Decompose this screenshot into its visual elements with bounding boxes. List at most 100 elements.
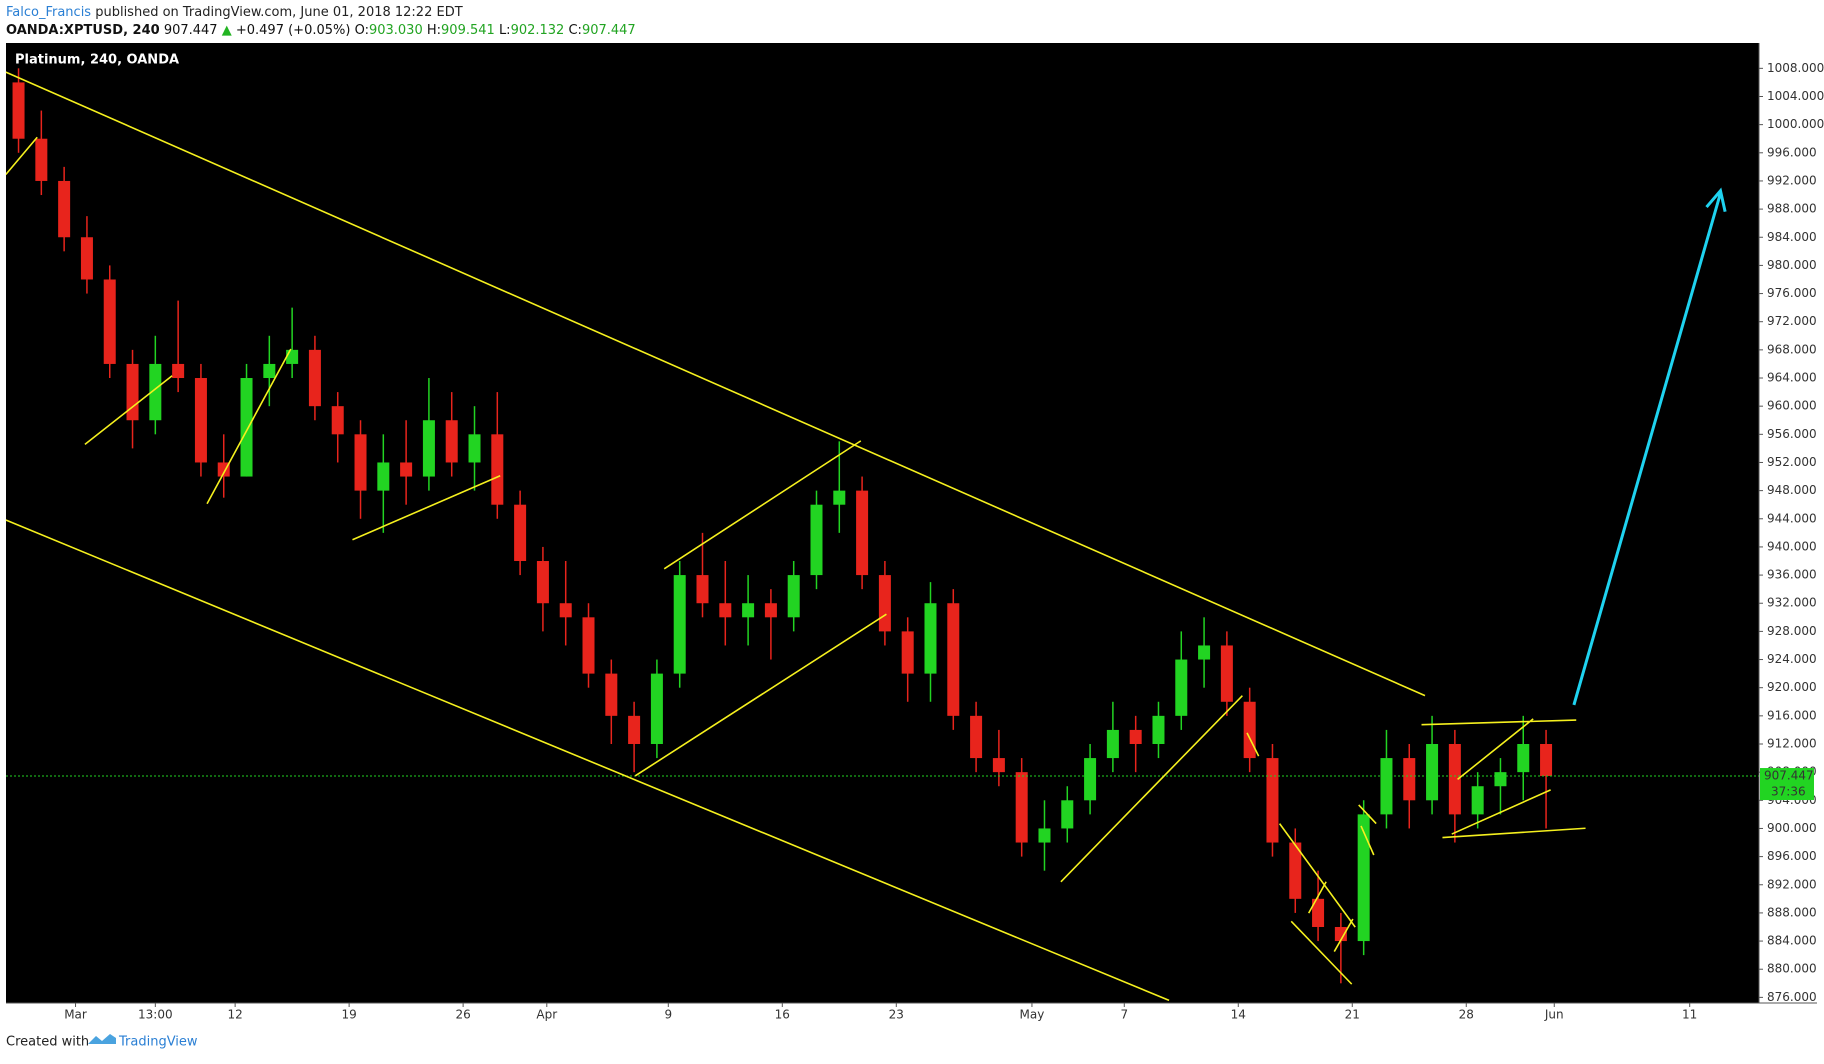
candle-body <box>1380 758 1393 815</box>
candle-body <box>80 237 93 280</box>
x-tick-label: 16 <box>775 1008 790 1022</box>
price: 907.447 <box>164 23 218 38</box>
candle-body <box>1334 926 1347 942</box>
footer-brand[interactable]: TradingView <box>118 1035 198 1050</box>
candle-body <box>1084 758 1097 801</box>
y-tick-label: 972.000 <box>1767 314 1817 328</box>
x-tick-label: 23 <box>889 1008 904 1022</box>
candle-body <box>582 617 595 674</box>
y-tick-label: 944.000 <box>1767 511 1817 525</box>
candle-body <box>445 420 458 463</box>
y-tick-label: 924.000 <box>1767 652 1817 666</box>
y-tick-label: 884.000 <box>1767 934 1817 948</box>
y-tick-label: 940.000 <box>1767 539 1817 553</box>
x-tick-label: 9 <box>664 1008 672 1022</box>
candle-body <box>628 715 641 744</box>
brand-logo <box>88 1034 116 1044</box>
y-tick-label: 952.000 <box>1767 455 1817 469</box>
y-tick-label: 984.000 <box>1767 230 1817 244</box>
y-tick-label: 928.000 <box>1767 624 1817 638</box>
candle-body <box>833 490 846 505</box>
l: 902.132 <box>511 23 565 38</box>
candle-body <box>1289 842 1302 899</box>
candle-body <box>764 603 777 618</box>
candle-body <box>354 434 367 491</box>
candle-body <box>1106 729 1119 759</box>
candle-body <box>240 378 253 477</box>
candle-body <box>172 363 185 379</box>
candle-body <box>1312 898 1325 927</box>
candle-body <box>194 378 207 463</box>
candle-body <box>1243 701 1256 759</box>
y-tick-label: 980.000 <box>1767 258 1817 272</box>
candle-body <box>947 603 960 716</box>
candle-body <box>468 434 481 463</box>
y-tick-label: 956.000 <box>1767 427 1817 441</box>
candle-body <box>308 349 321 407</box>
candle-body <box>1448 743 1461 815</box>
header-line: Falco_Francis published on TradingView.c… <box>6 5 463 20</box>
candle-body <box>149 363 162 421</box>
candle-body <box>970 715 983 759</box>
candle-body <box>878 575 891 632</box>
candle-body <box>1266 758 1279 843</box>
last-price-box <box>1760 768 1814 801</box>
candle-body <box>1403 758 1416 801</box>
candle-body <box>1494 772 1507 787</box>
candle-body <box>422 420 435 477</box>
x-tick-label: 19 <box>341 1008 356 1022</box>
candle-body <box>1015 772 1028 843</box>
y-tick-label: 964.000 <box>1767 371 1817 385</box>
y-tick-label: 948.000 <box>1767 483 1817 497</box>
candle-body <box>1220 645 1233 702</box>
footer-created: Created with <box>6 1035 89 1050</box>
forecast-arrow <box>1574 191 1725 705</box>
candle-body <box>992 758 1005 773</box>
candle-body <box>1061 800 1074 829</box>
x-tick-label: 13:00 <box>138 1008 173 1022</box>
countdown: 37:36 <box>1771 785 1806 799</box>
candle-body <box>35 138 48 181</box>
candle-body <box>1129 729 1142 744</box>
author[interactable]: Falco_Francis <box>6 5 91 20</box>
candle-body <box>1198 645 1211 660</box>
y-tick-label: 896.000 <box>1767 849 1817 863</box>
candle-body <box>263 363 276 379</box>
candle-body <box>12 82 25 139</box>
y-tick-label: 912.000 <box>1767 736 1817 750</box>
o: 903.030 <box>369 23 423 38</box>
candle-body <box>696 575 709 604</box>
candle-body <box>377 462 390 491</box>
y-tick-label: 996.000 <box>1767 145 1817 159</box>
quote-line: OANDA:XPTUSD, 240 907.447 ▲ +0.497 (+0.0… <box>6 23 636 38</box>
change-arrow: ▲ <box>222 23 232 38</box>
y-tick-label: 1008.000 <box>1767 61 1824 75</box>
o-label: O: <box>355 23 369 38</box>
candle-body <box>1517 743 1530 773</box>
y-tick-label: 880.000 <box>1767 962 1817 976</box>
x-tick-label: 26 <box>455 1008 470 1022</box>
candle-body <box>1426 743 1439 801</box>
published: published on TradingView.com, June 01, 2… <box>95 5 462 20</box>
c-label: C: <box>568 23 581 38</box>
candle-body <box>1357 814 1370 942</box>
y-tick-label: 900.000 <box>1767 821 1817 835</box>
x-tick-label: 14 <box>1231 1008 1246 1022</box>
y-tick-label: 1000.000 <box>1767 117 1824 131</box>
drawings <box>6 72 1725 1000</box>
trend-lines <box>6 72 1586 1000</box>
y-tick-label: 936.000 <box>1767 568 1817 582</box>
y-tick-label: 988.000 <box>1767 202 1817 216</box>
h-label: H: <box>427 23 441 38</box>
y-tick-label: 1004.000 <box>1767 89 1824 103</box>
candle-body <box>491 434 504 505</box>
x-tick-label: Jun <box>1544 1008 1564 1022</box>
candle-body <box>673 575 686 674</box>
last-price-label: 907.447 <box>1764 769 1814 783</box>
y-tick-label: 960.000 <box>1767 399 1817 413</box>
y-tick-label: 932.000 <box>1767 596 1817 610</box>
candle-body <box>103 279 116 364</box>
chart-legend: Platinum, 240, OANDA <box>15 53 179 68</box>
x-tick-label: 28 <box>1459 1008 1474 1022</box>
